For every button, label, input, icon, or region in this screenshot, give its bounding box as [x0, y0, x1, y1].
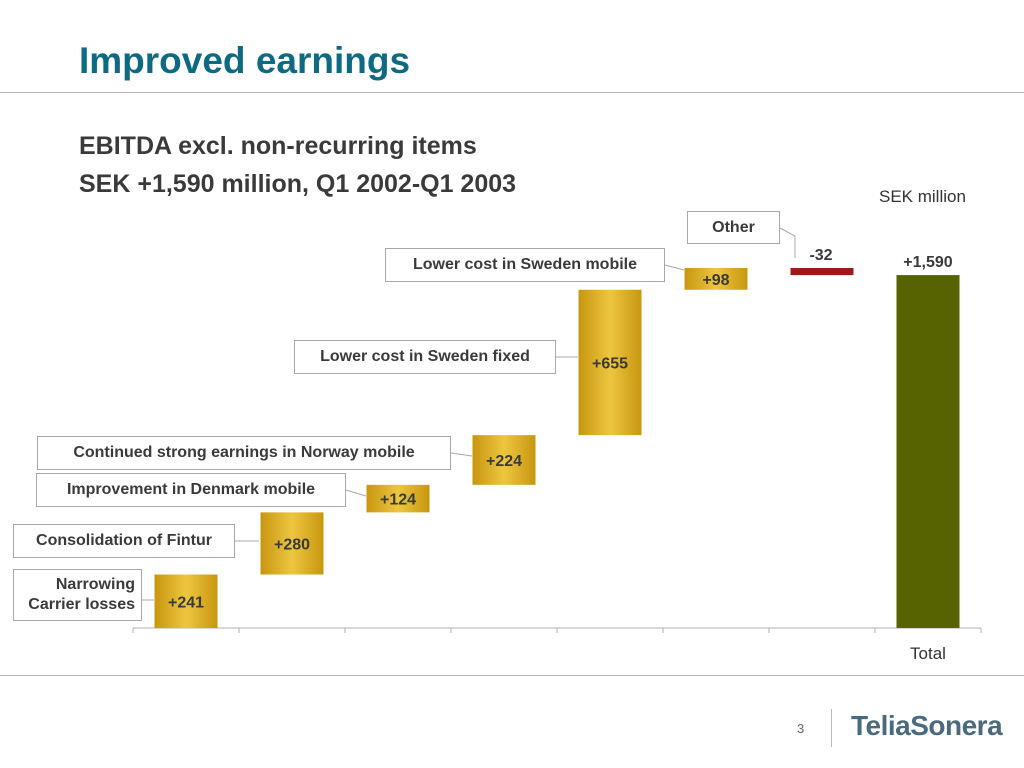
callout-connector [779, 227, 796, 258]
data-label: -32 [809, 247, 832, 264]
chart-subtitle-line-1: EBITDA excl. non-recurring items [79, 132, 477, 160]
page-title: Improved earnings [79, 40, 411, 81]
x-tick-label: Total [910, 644, 946, 663]
bar-increase [578, 289, 642, 436]
bar-decrease [790, 268, 854, 276]
callout-consolidation-of-fintur: Consolidation of Fintur [13, 524, 235, 558]
callout-continued-strong-earnings-norway: Continued strong earnings in Norway mobi… [37, 436, 451, 470]
unit-label: SEK million [879, 187, 966, 206]
teliasonera-logo: TeliaSonera [851, 710, 1003, 741]
bar-increase [684, 268, 748, 290]
data-label: +655 [592, 355, 628, 372]
data-label: +98 [702, 272, 729, 289]
callout-improvement-in-denmark-mobile: Improvement in Denmark mobile [36, 473, 346, 507]
bar-increase [154, 574, 218, 628]
page-number: 3 [797, 721, 805, 736]
bar-increase [366, 484, 430, 513]
data-label: +124 [380, 492, 416, 509]
footer-divider [0, 675, 1024, 676]
header-divider [0, 92, 1024, 93]
logo-divider [831, 709, 832, 747]
data-label: +1,590 [903, 254, 952, 271]
callout-lower-cost-sweden-fixed: Lower cost in Sweden fixed [294, 340, 556, 374]
data-label: +241 [168, 594, 204, 611]
waterfall-chart: +241 +280 +124 +224 +655 +98 -32 +1,590 Total [132, 227, 982, 663]
bar-increase [472, 435, 536, 485]
callout-lower-cost-sweden-mobile: Lower cost in Sweden mobile [385, 248, 665, 282]
data-label: +224 [486, 453, 522, 470]
data-label: +280 [274, 536, 310, 553]
callout-narrowing-carrier-losses: Narrowing Carrier losses [13, 569, 142, 621]
callout-other: Other [687, 211, 780, 244]
chart-subtitle-line-2: SEK +1,590 million, Q1 2002-Q1 2003 [79, 170, 517, 198]
callout-connector [345, 489, 367, 497]
bar-increase [260, 512, 324, 575]
callout-connector [664, 264, 685, 271]
callout-connector [450, 452, 473, 457]
bar-total [896, 275, 960, 628]
